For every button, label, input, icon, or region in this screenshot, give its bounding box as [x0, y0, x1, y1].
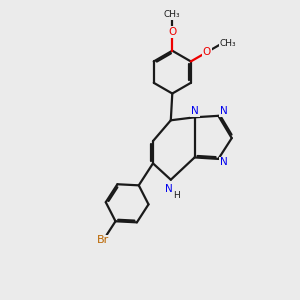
- Text: CH₃: CH₃: [164, 10, 181, 19]
- Text: N: N: [220, 158, 228, 167]
- Text: H: H: [173, 191, 180, 200]
- Text: Br: Br: [97, 236, 109, 245]
- Text: CH₃: CH₃: [220, 39, 236, 48]
- Text: N: N: [220, 106, 228, 116]
- Text: O: O: [168, 27, 176, 37]
- Text: N: N: [191, 106, 199, 116]
- Text: O: O: [203, 47, 211, 57]
- Text: N: N: [165, 184, 173, 194]
